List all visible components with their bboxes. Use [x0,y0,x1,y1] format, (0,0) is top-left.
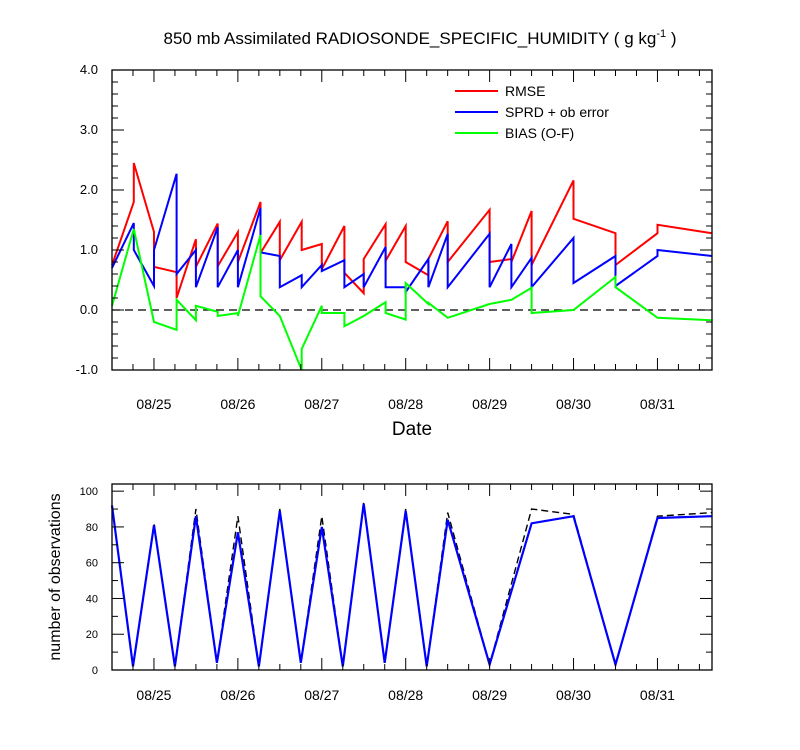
panel2-x-tick-label: 08/31 [640,687,675,703]
legend: RMSE SPRD + ob error BIAS (O-F) [455,83,609,141]
panel2-x-tick-label: 08/26 [220,687,255,703]
top-x-axis-label: Date [392,419,432,440]
panel2-y-tick-label: 20 [86,629,98,641]
panel2-y-tick-label: 80 [86,522,98,534]
panel1-x-tick-label: 08/28 [388,396,423,412]
top-series-group [111,162,713,371]
panel1-x-tick-label: 08/30 [556,396,591,412]
panel2-y-tick-label: 40 [86,593,98,605]
panel2-x-tick-label: 08/28 [388,687,423,703]
legend-label-rmse: RMSE [505,83,545,99]
bottom-plot-frame [111,483,713,671]
top-panel: 08/25 08/26 08/27 08/28 08/29 08/30 08/31 -1.0 0… [76,62,713,440]
bottom-y-axis-label: number of observations [47,493,64,660]
panel1-y-tick-label: 1.0 [80,242,98,257]
panel2-x-tick-label: 08/27 [304,687,339,703]
series-line-assimilated-observations [110,503,713,669]
bottom-labels-group: 08/25 08/26 08/27 08/28 08/29 08/30 08/31 0 20 40… [80,486,676,703]
legend-label-sprd: SPRD + ob error [505,104,609,120]
title-superscript: -1 [656,28,666,40]
panel2-y-tick-label: 0 [92,665,98,677]
legend-label-bias: BIAS (O-F) [505,125,574,141]
panel1-y-tick-label: -1.0 [76,362,98,377]
panel2-y-tick-label: 100 [80,486,98,498]
series-line-bias-o-f [111,228,713,371]
panel2-x-tick-label: 08/29 [472,687,507,703]
top-labels-group: 08/25 08/26 08/27 08/28 08/29 08/30 08/31 -1.0 0… [76,62,676,412]
panel1-y-tick-label: 4.0 [80,62,98,77]
panel1-x-tick-label: 08/25 [136,396,171,412]
bottom-panel: 08/25 08/26 08/27 08/28 08/29 08/30 08/31 0 20 40… [47,483,713,703]
title-tail: ) [666,29,676,48]
panel2-y-tick-label: 60 [86,558,98,570]
panel2-x-tick-label: 08/30 [556,687,591,703]
bottom-series-group [110,501,713,669]
top-plot-frame [111,69,713,371]
series-line-sprd-ob-error [111,173,713,296]
bottom-ticks-group [112,484,712,671]
panel1-y-tick-label: 2.0 [80,182,98,197]
panel1-y-tick-label: 3.0 [80,122,98,137]
panel1-x-tick-label: 08/26 [220,396,255,412]
series-line-possible-observations [111,501,713,668]
chart-title: 850 mb Assimilated RADIOSONDE_SPECIFIC_H… [164,28,677,48]
series-line-rmse [111,162,713,299]
panel1-x-tick-label: 08/29 [472,396,507,412]
panel1-x-tick-label: 08/31 [640,396,675,412]
panel1-x-tick-label: 08/27 [304,396,339,412]
top-ticks-group [112,69,712,371]
title-main: 850 mb Assimilated RADIOSONDE_SPECIFIC_H… [164,29,657,48]
panel2-x-tick-label: 08/25 [136,687,171,703]
panel1-y-tick-label: 0.0 [80,302,98,317]
